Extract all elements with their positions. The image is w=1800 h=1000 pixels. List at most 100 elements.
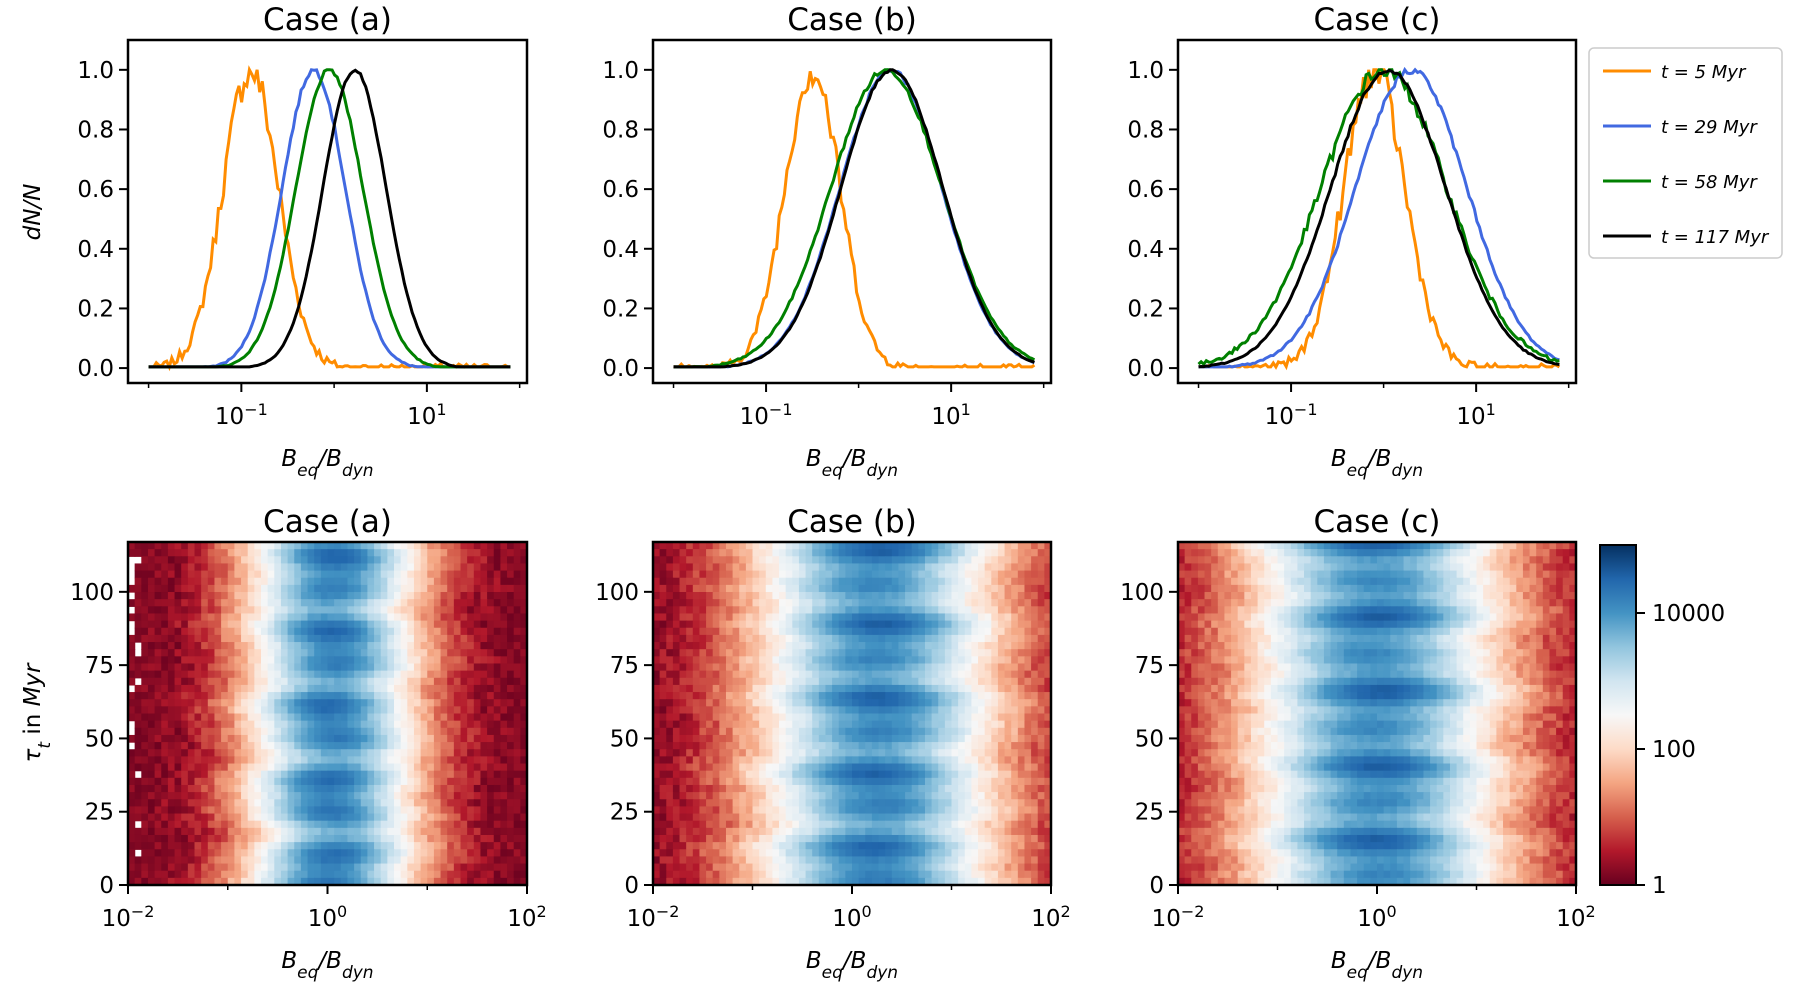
heatmap-cell [1004, 727, 1012, 736]
heatmap-cell [513, 784, 521, 793]
heatmap-cell [294, 856, 302, 865]
heatmap-cell [467, 592, 475, 600]
heatmap-cell [247, 720, 255, 729]
heatmap-cell [798, 663, 807, 672]
heatmap-cell [254, 642, 262, 650]
heatmap-cell [453, 542, 462, 550]
heatmap-cell [274, 542, 282, 550]
heatmap-cell [507, 706, 515, 715]
heatmap-cell [931, 592, 939, 600]
heatmap-cell [300, 799, 309, 807]
heatmap-cell [453, 699, 462, 707]
heatmap-cell [984, 570, 992, 579]
heatmap-cell [367, 649, 375, 657]
heatmap-cell [679, 763, 687, 772]
heatmap-cell [227, 749, 235, 757]
heatmap-cell [227, 720, 235, 729]
heatmap-cell [453, 842, 462, 850]
heatmap-cell [380, 742, 388, 750]
heatmap-cell [340, 699, 349, 707]
heatmap-cell [147, 820, 156, 829]
heatmap-cell [181, 570, 189, 579]
heatmap-cell [347, 649, 355, 657]
heatmap-cell [334, 642, 342, 650]
heatmap-cell [938, 556, 946, 565]
heatmap-cell [480, 784, 488, 793]
heatmap-cell [984, 599, 992, 607]
heatmap-cell [453, 813, 462, 822]
heatmap-cell [772, 634, 780, 643]
heatmap-cell [447, 713, 455, 722]
heatmap-cell [287, 642, 295, 650]
heatmap-cell [911, 749, 919, 757]
heatmap-cell [686, 742, 694, 750]
heatmap-cell [825, 749, 833, 757]
heatmap-cell [254, 763, 262, 772]
heatmap-cell [234, 806, 242, 815]
heatmap-cell [427, 877, 435, 886]
heatmap-cell [280, 706, 289, 715]
heatmap-cell [427, 820, 435, 829]
heatmap-cell [433, 556, 442, 565]
heatmap-cell [858, 734, 866, 743]
heatmap-cell [725, 720, 734, 729]
heatmap-cell [1037, 692, 1045, 700]
heatmap-cell [924, 556, 933, 565]
heatmap-cell [161, 842, 169, 850]
heatmap-cell [1037, 556, 1045, 565]
heatmap-cell [287, 699, 295, 707]
heatmap-cell [659, 620, 667, 629]
heatmap-cell [161, 777, 169, 786]
heatmap-cell [167, 620, 176, 629]
heatmap-cell [473, 692, 482, 700]
heatmap-cell [752, 627, 760, 636]
heatmap-cell [261, 720, 269, 729]
heatmap-cell [878, 649, 886, 657]
heatmap-cell [958, 599, 966, 607]
heatmap-cell [440, 677, 448, 686]
x-tick-base: 10 [308, 906, 337, 932]
heatmap-cell [493, 692, 501, 700]
heatmap-cell [167, 656, 176, 665]
heatmap-cell [1037, 720, 1045, 729]
heatmap-cell [420, 763, 428, 772]
heatmap-cell [931, 620, 939, 629]
heatmap-cell [400, 670, 408, 679]
heatmap-cell [653, 749, 661, 757]
heatmap-cell [433, 613, 442, 622]
x-tick-base: 10 [1265, 404, 1294, 430]
heatmap-cell [984, 756, 992, 765]
heatmap-cell [254, 542, 262, 550]
heatmap-cell [280, 784, 289, 793]
heatmap-cell [765, 620, 773, 629]
heatmap-cell [745, 742, 754, 750]
heatmap-cell [845, 584, 853, 593]
heatmap-cell [334, 799, 342, 807]
heatmap-cell [227, 563, 235, 572]
heatmap-cell [294, 863, 302, 872]
x-tick-exponent: −1 [244, 400, 268, 419]
heatmap-cell [507, 756, 515, 765]
heatmap-cell [314, 620, 322, 629]
heatmap-cell [752, 749, 760, 757]
heatmap-cell [699, 749, 707, 757]
heatmap-cell [380, 706, 388, 715]
heatmap-cell [951, 699, 959, 707]
heatmap-cell [520, 777, 528, 786]
heatmap-cell [294, 834, 302, 843]
heatmap-cell [1024, 713, 1032, 722]
heatmap-cell [493, 563, 501, 572]
heatmap-cell [367, 777, 375, 786]
heatmap-cell [672, 713, 681, 722]
heatmap-cell [1044, 699, 1052, 707]
heatmap-cell [798, 742, 807, 750]
heatmap-cell [334, 556, 342, 565]
heatmap-cell [453, 792, 462, 800]
heatmap-cell [739, 649, 747, 657]
heatmap-cell [347, 599, 355, 607]
heatmap-cell [453, 692, 462, 700]
y-tick-label: 1.0 [602, 58, 639, 84]
heatmap-cell [247, 613, 255, 622]
heatmap-cell [964, 763, 972, 772]
heatmap-cell [327, 699, 335, 707]
